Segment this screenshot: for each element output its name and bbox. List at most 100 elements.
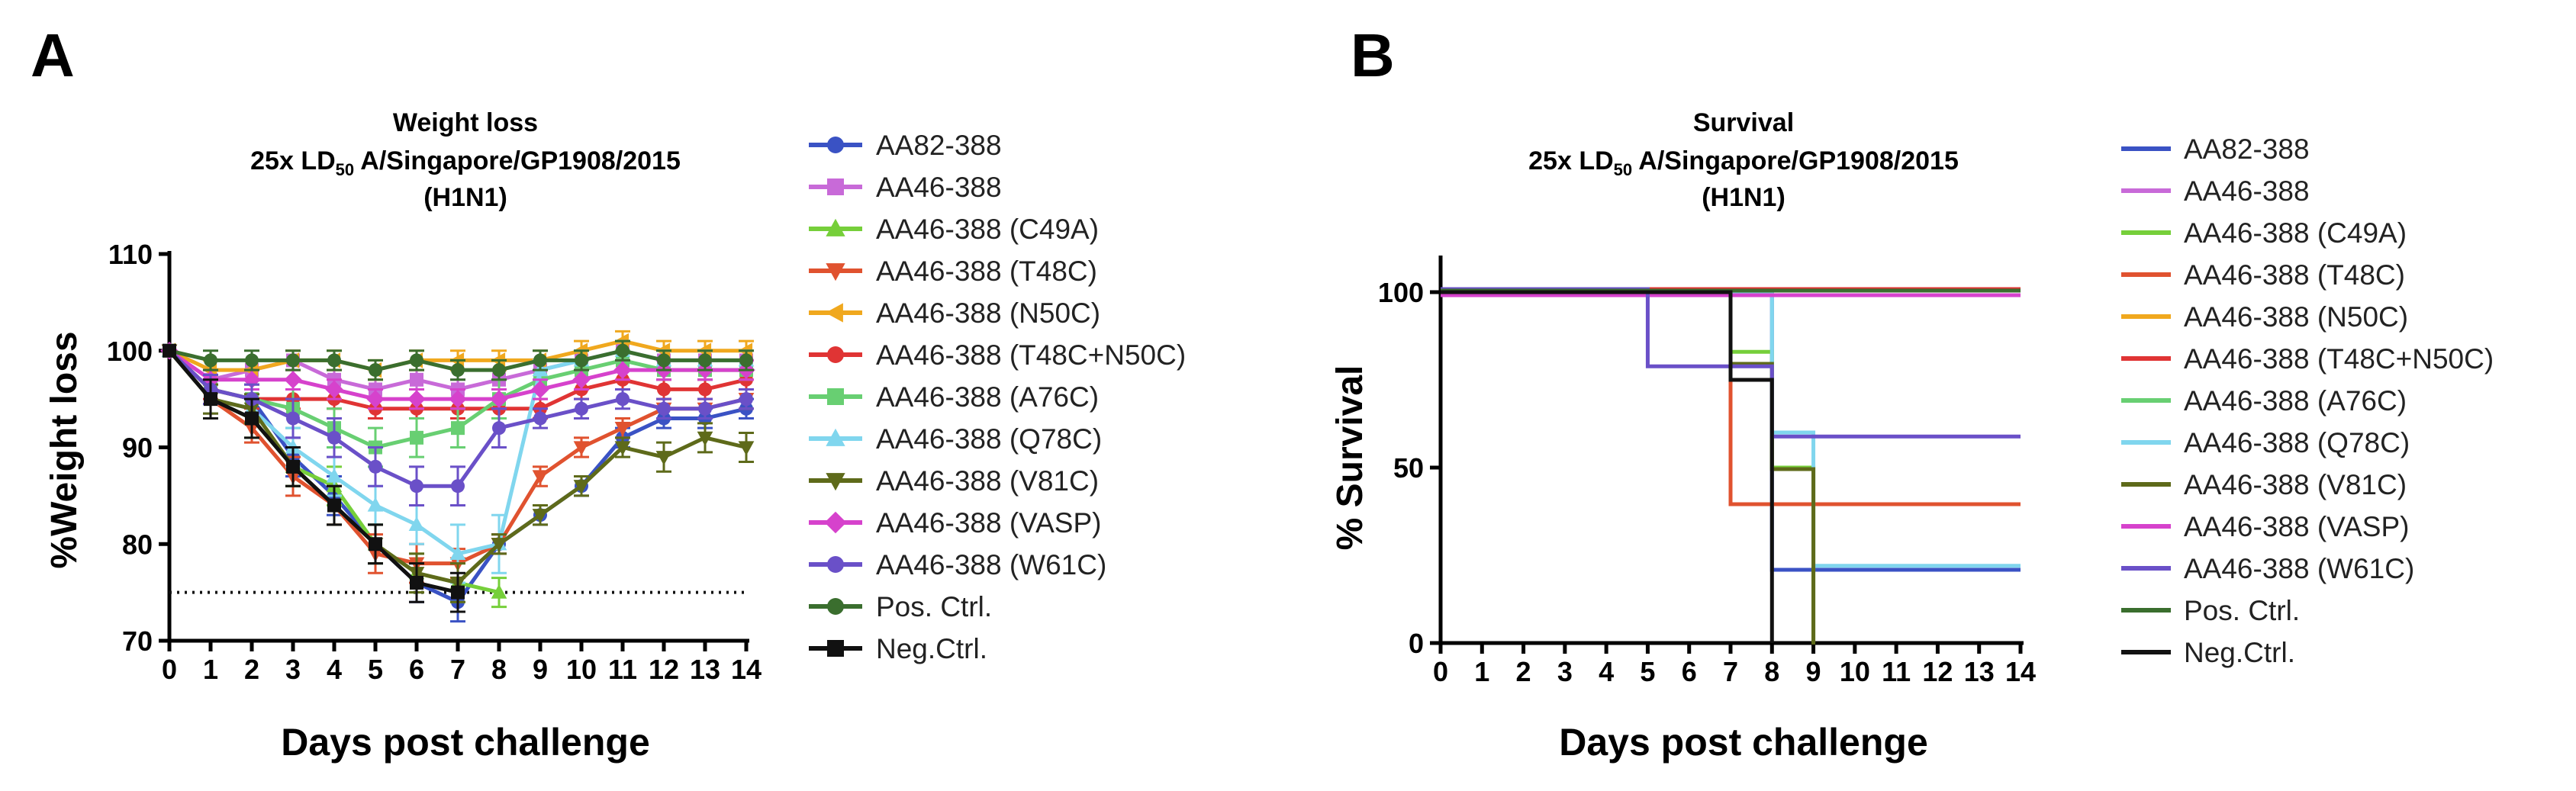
chart-a-x-tick-label: 0	[162, 654, 177, 685]
legend-a-label: AA46-388 (T48C)	[876, 256, 1097, 287]
chart-a-subtitle: 25x LD50 A/Singapore/GP1908/2015	[250, 146, 681, 179]
legend-a-item-aa46-388-q78c: AA46-388 (Q78C)	[809, 423, 1102, 455]
chart-a-point-aa46-388-w61c	[698, 401, 712, 416]
legend-a-label: AA46-388	[876, 172, 1002, 203]
chart-b-x-tick-label: 13	[1964, 656, 1995, 687]
chart-a-x-tick-label: 13	[690, 654, 720, 685]
chart-b-y-tick-label: 100	[1378, 277, 1424, 308]
legend-b-label: AA46-388 (W61C)	[2184, 553, 2414, 584]
legend-b-item-aa46-388-q78c: AA46-388 (Q78C)	[2121, 427, 2410, 458]
legend-b-item-aa46-388: AA46-388	[2121, 175, 2310, 207]
chart-a-point-pos-ctrl	[575, 353, 588, 368]
chart-b-curve-neg-ctrl	[1441, 290, 1774, 643]
chart-a-title-line3: (H1N1)	[423, 183, 507, 212]
legend-a-label: AA46-388 (W61C)	[876, 549, 1106, 580]
legend-b-item-pos-ctrl: Pos. Ctrl.	[2121, 595, 2300, 626]
chart-a-point-aa46-388-v81c	[614, 441, 631, 456]
chart-a-y-tick-label: 90	[122, 432, 153, 464]
chart-a-point-aa46-388-q78c	[408, 516, 425, 531]
chart-a-point-aa46-388-w61c	[739, 392, 753, 407]
chart-a-point-aa46-388-v81c	[491, 538, 507, 553]
chart-a-x-tick-label: 6	[409, 654, 424, 685]
legend-a-swatch-marker	[827, 388, 844, 405]
chart-a-x-tick-label: 11	[608, 654, 637, 685]
legend-a-swatch-marker	[826, 218, 845, 236]
chart-a-point-aa46-388-v81c	[532, 509, 549, 524]
chart-a-point-pos-ctrl	[327, 353, 341, 368]
chart-a-point-aa46-388-vasp	[366, 390, 385, 408]
legend-a-item-aa46-388-vasp: AA46-388 (VASP)	[809, 507, 1101, 539]
legend-a-swatch-marker	[826, 428, 845, 446]
chart-a-point-aa46-388-t48c	[614, 422, 631, 436]
legend-a-label: AA46-388 (A76C)	[876, 381, 1099, 413]
chart-a-point-aa46-388-vasp	[407, 390, 426, 408]
chart-a-y-tick-label: 80	[122, 529, 153, 560]
legend-a-item-aa46-388-v81c: AA46-388 (V81C)	[809, 465, 1099, 497]
legend-b-label: Pos. Ctrl.	[2184, 595, 2300, 626]
chart-a-point-aa46-388-t48c-n50c	[657, 382, 671, 397]
chart-a-point-aa46-388	[410, 372, 423, 387]
chart-a-point-aa46-388-w61c	[410, 479, 423, 494]
legend-a-item-neg-ctrl: Neg.Ctrl.	[809, 633, 987, 664]
legend-a-item-aa46-388-n50c: AA46-388 (N50C)	[809, 297, 1100, 329]
legend-a-label: AA46-388 (C49A)	[876, 214, 1099, 245]
chart-a-point-pos-ctrl	[492, 363, 506, 378]
chart-b-x-tick-label: 6	[1682, 656, 1697, 687]
chart-b-curve-aa46-388-c49a	[1441, 290, 1816, 643]
chart-a-x-tick-label: 14	[731, 654, 762, 685]
chart-b-title-line3: (H1N1)	[1702, 183, 1785, 212]
chart-a-point-aa46-388-w61c	[492, 421, 506, 436]
legend-a-label: AA46-388 (VASP)	[876, 507, 1101, 539]
chart-a-point-aa46-388-vasp	[449, 390, 467, 408]
chart-a-point-pos-ctrl	[410, 353, 423, 368]
legend-a-label: Neg.Ctrl.	[876, 633, 987, 664]
chart-b-title: Survival	[1693, 108, 1794, 137]
chart-a-point-aa46-388-v81c	[697, 431, 713, 446]
legend-a-swatch-marker	[827, 556, 844, 573]
chart-b-x-tick-label: 9	[1806, 656, 1821, 687]
chart-a-point-aa46-388-w61c	[657, 401, 671, 416]
chart-a-point-neg-ctrl	[369, 537, 382, 551]
chart-a-ylabel: %Weight loss	[44, 331, 85, 568]
chart-a-point-pos-ctrl	[657, 353, 671, 368]
chart-b-x-tick-label: 2	[1516, 656, 1531, 687]
chart-a-point-aa46-388-a76c	[451, 421, 465, 436]
chart-a-point-aa46-388-w61c	[286, 411, 300, 426]
legend-a-swatch-marker	[826, 473, 845, 491]
chart-a-point-neg-ctrl	[410, 575, 423, 590]
legend-a-label: AA46-388 (Q78C)	[876, 423, 1102, 455]
legend-b-label: AA46-388 (VASP)	[2184, 511, 2409, 542]
legend-b-label: AA46-388 (Q78C)	[2184, 427, 2410, 458]
chart-b-x-tick-label: 4	[1599, 656, 1614, 687]
chart-a-point-aa46-388-q78c	[367, 497, 384, 512]
legend-a-swatch-marker	[827, 178, 844, 195]
chart-b-subtitle-subscript: 50	[1614, 160, 1632, 179]
legend-a-swatch-marker	[827, 137, 844, 153]
legend-a-item-aa46-388-t48c-n50c: AA46-388 (T48C+N50C)	[809, 339, 1186, 371]
chart-a-point-aa46-388-v81c	[655, 451, 672, 465]
chart-a-point-aa46-388-w61c	[575, 401, 588, 416]
legend-b-item-aa46-388-n50c: AA46-388 (N50C)	[2121, 301, 2408, 333]
chart-b-y-tick-label: 0	[1409, 628, 1424, 659]
legend-b-item-neg-ctrl: Neg.Ctrl.	[2121, 637, 2295, 668]
legend-b-item-aa46-388-w61c: AA46-388 (W61C)	[2121, 553, 2414, 584]
chart-a-x-tick-label: 1	[203, 654, 218, 685]
chart-a-point-aa46-388-v81c	[738, 441, 755, 456]
chart-b-x-tick-label: 1	[1474, 656, 1489, 687]
chart-a-series-neg-ctrl	[163, 343, 465, 613]
chart-a-x-tick-label: 2	[244, 654, 259, 685]
chart-a-x-tick-label: 4	[327, 654, 342, 685]
chart-a-point-pos-ctrl	[451, 363, 465, 378]
legend-a-item-aa46-388-t48c: AA46-388 (T48C)	[809, 256, 1097, 287]
chart-a-xlabel: Days post challenge	[281, 721, 650, 764]
legend-a-item-aa46-388-w61c: AA46-388 (W61C)	[809, 549, 1106, 580]
chart-b-x-tick-label: 12	[1922, 656, 1953, 687]
chart-a-y-tick-label: 70	[122, 625, 153, 657]
chart-a-point-aa46-388-vasp	[531, 380, 549, 399]
legend-a-swatch-marker	[827, 346, 844, 363]
legend-b-label: AA46-388 (A76C)	[2184, 385, 2407, 416]
legend-a-item-pos-ctrl: Pos. Ctrl.	[809, 591, 992, 622]
chart-b-x-tick-label: 0	[1433, 656, 1448, 687]
